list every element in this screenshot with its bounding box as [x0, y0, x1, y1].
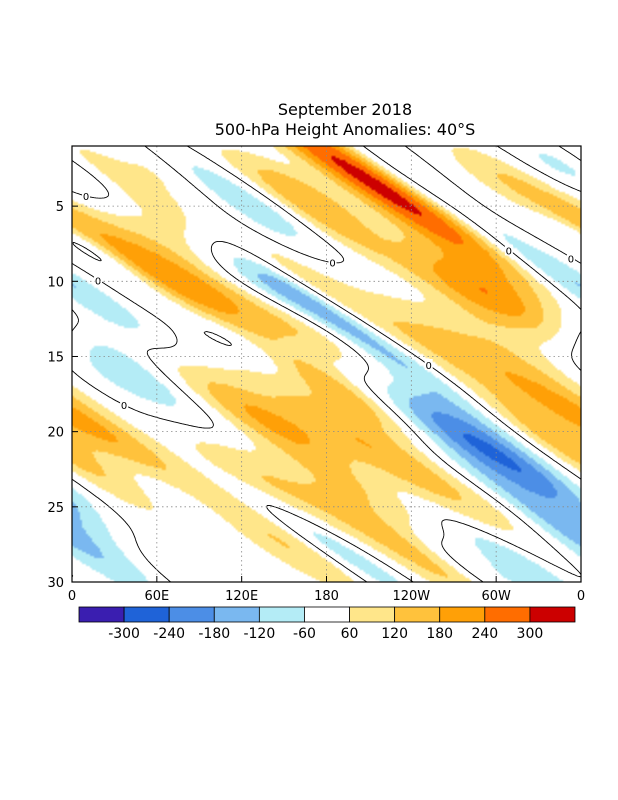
colorbar-swatch — [349, 606, 396, 623]
colorbar-label: 240 — [471, 626, 498, 642]
y-tick-label: 25 — [47, 501, 64, 516]
colorbar-swatch — [258, 606, 305, 623]
colorbar-label: -120 — [243, 626, 275, 642]
zero-contour-label: 0 — [95, 277, 101, 288]
zero-label-bg — [328, 256, 337, 268]
zero-contour-label: 0 — [329, 259, 335, 270]
chart-subtitle: 500-hPa Height Anomalies: 40°S — [215, 120, 476, 139]
zero-label-bg — [424, 359, 433, 371]
colorbar: -300 -240 -180 -120 -60 60 120 180 240 300 — [78, 606, 576, 642]
colorbar-swatch — [394, 606, 441, 623]
x-tick-label: 120W — [392, 589, 430, 604]
colorbar-swatch — [484, 606, 531, 623]
colorbar-label: -60 — [293, 626, 316, 642]
x-tick-label: 60W — [481, 589, 511, 604]
colorbar-label: -300 — [108, 626, 140, 642]
x-tick-label: 60E — [144, 589, 169, 604]
zero-contour-label: 0 — [506, 246, 512, 257]
zero-label-bg — [504, 244, 513, 256]
colorbar-label: 300 — [517, 626, 544, 642]
y-tick-label: 20 — [47, 426, 64, 441]
zero-contour-label: 0 — [83, 192, 89, 203]
zero-contour-labels: 0 0 0 0 0 0 0 — [82, 190, 575, 412]
zero-label-bg — [94, 274, 103, 286]
zero-contour-label: 0 — [568, 255, 574, 266]
y-tick-label: 15 — [47, 350, 64, 365]
zero-label-bg — [120, 399, 129, 411]
y-axis: 5 10 15 20 25 30 — [47, 200, 78, 591]
zero-contour-label: 0 — [426, 361, 432, 372]
colorbar-label: 120 — [381, 626, 408, 642]
colorbar-swatch — [529, 606, 576, 623]
x-axis: 0 60E 120E 180 120W 60W 0 — [68, 576, 585, 604]
colorbar-swatch — [78, 606, 125, 623]
colorbar-swatch — [123, 606, 170, 623]
colorbar-label: -240 — [153, 626, 185, 642]
y-tick-label: 30 — [47, 576, 64, 591]
colorbar-label: 60 — [341, 626, 359, 642]
colorbar-swatch — [439, 606, 486, 623]
anomaly-field — [72, 146, 581, 582]
zero-label-bg — [566, 252, 575, 264]
colorbar-label: -180 — [198, 626, 230, 642]
x-tick-label: 120E — [225, 589, 258, 604]
colorbar-swatch — [304, 606, 350, 623]
colorbar-swatch — [213, 606, 260, 623]
zero-label-bg — [82, 190, 91, 202]
x-tick-label: 180 — [314, 589, 339, 604]
y-tick-label: 10 — [47, 275, 64, 290]
y-tick-label: 5 — [56, 200, 64, 215]
x-tick-label: 0 — [577, 589, 585, 604]
colorbar-swatch — [168, 606, 215, 623]
chart-title: September 2018 — [278, 100, 412, 119]
x-tick-label: 0 — [68, 589, 76, 604]
plot-area: 0 0 0 0 0 0 0 0 60E 120E 180 120W 60W 0 5 10 15 20 25 30 — [47, 145, 585, 604]
zero-contour-label: 0 — [121, 401, 127, 412]
grid-lines — [72, 146, 581, 582]
colorbar-label: 180 — [426, 626, 453, 642]
